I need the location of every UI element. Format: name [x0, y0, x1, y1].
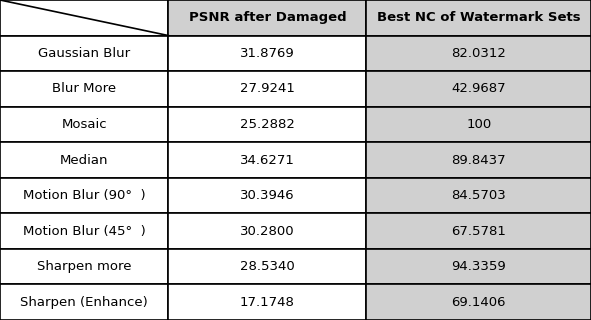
Text: Gaussian Blur: Gaussian Blur [38, 47, 130, 60]
Text: 67.5781: 67.5781 [452, 225, 506, 238]
Text: 28.5340: 28.5340 [240, 260, 295, 273]
Text: 31.8769: 31.8769 [240, 47, 295, 60]
Text: Motion Blur (90°  ): Motion Blur (90° ) [23, 189, 145, 202]
Text: Blur More: Blur More [52, 82, 116, 95]
Text: 69.1406: 69.1406 [452, 296, 506, 309]
Text: 25.2882: 25.2882 [240, 118, 295, 131]
Text: 30.2800: 30.2800 [240, 225, 295, 238]
Text: 17.1748: 17.1748 [240, 296, 295, 309]
Text: 84.5703: 84.5703 [452, 189, 506, 202]
Text: Motion Blur (45°  ): Motion Blur (45° ) [23, 225, 145, 238]
Text: 82.0312: 82.0312 [452, 47, 506, 60]
Text: 42.9687: 42.9687 [452, 82, 506, 95]
Text: Mosaic: Mosaic [61, 118, 107, 131]
Text: 30.3946: 30.3946 [240, 189, 295, 202]
Text: Best NC of Watermark Sets: Best NC of Watermark Sets [377, 11, 580, 24]
Text: Sharpen more: Sharpen more [37, 260, 131, 273]
Text: 34.6271: 34.6271 [240, 154, 295, 166]
Text: PSNR after Damaged: PSNR after Damaged [189, 11, 346, 24]
Text: Sharpen (Enhance): Sharpen (Enhance) [20, 296, 148, 309]
Text: Median: Median [60, 154, 109, 166]
Text: 27.9241: 27.9241 [240, 82, 295, 95]
Text: 94.3359: 94.3359 [452, 260, 506, 273]
Text: 100: 100 [466, 118, 491, 131]
Text: 89.8437: 89.8437 [452, 154, 506, 166]
